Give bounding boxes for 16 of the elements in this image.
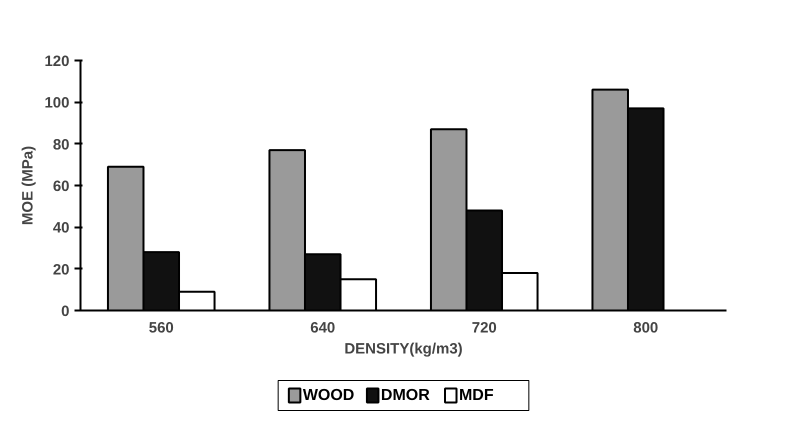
y-tick-label: 60 bbox=[52, 178, 70, 195]
y-tick-label: 80 bbox=[52, 136, 70, 154]
x-tick-label: 720 bbox=[472, 320, 497, 336]
x-tick-label: 560 bbox=[148, 320, 174, 336]
y-axis-title: MOE (MPa) bbox=[19, 146, 36, 226]
y-tick-label: 0 bbox=[61, 303, 70, 320]
legend-label: WOOD bbox=[302, 387, 354, 404]
y-tick-label: 20 bbox=[52, 261, 70, 278]
y-tick-label: 120 bbox=[44, 53, 70, 70]
legend-label: MDF bbox=[458, 387, 494, 404]
x-tick-label: 640 bbox=[310, 320, 336, 336]
y-tick-label: 40 bbox=[52, 220, 70, 237]
x-axis-title: DENSITY(kg/m3) bbox=[344, 340, 463, 358]
x-tick-label: 800 bbox=[633, 320, 658, 336]
legend-label: DMOR bbox=[380, 387, 430, 404]
y-tick-label: 100 bbox=[44, 94, 70, 112]
